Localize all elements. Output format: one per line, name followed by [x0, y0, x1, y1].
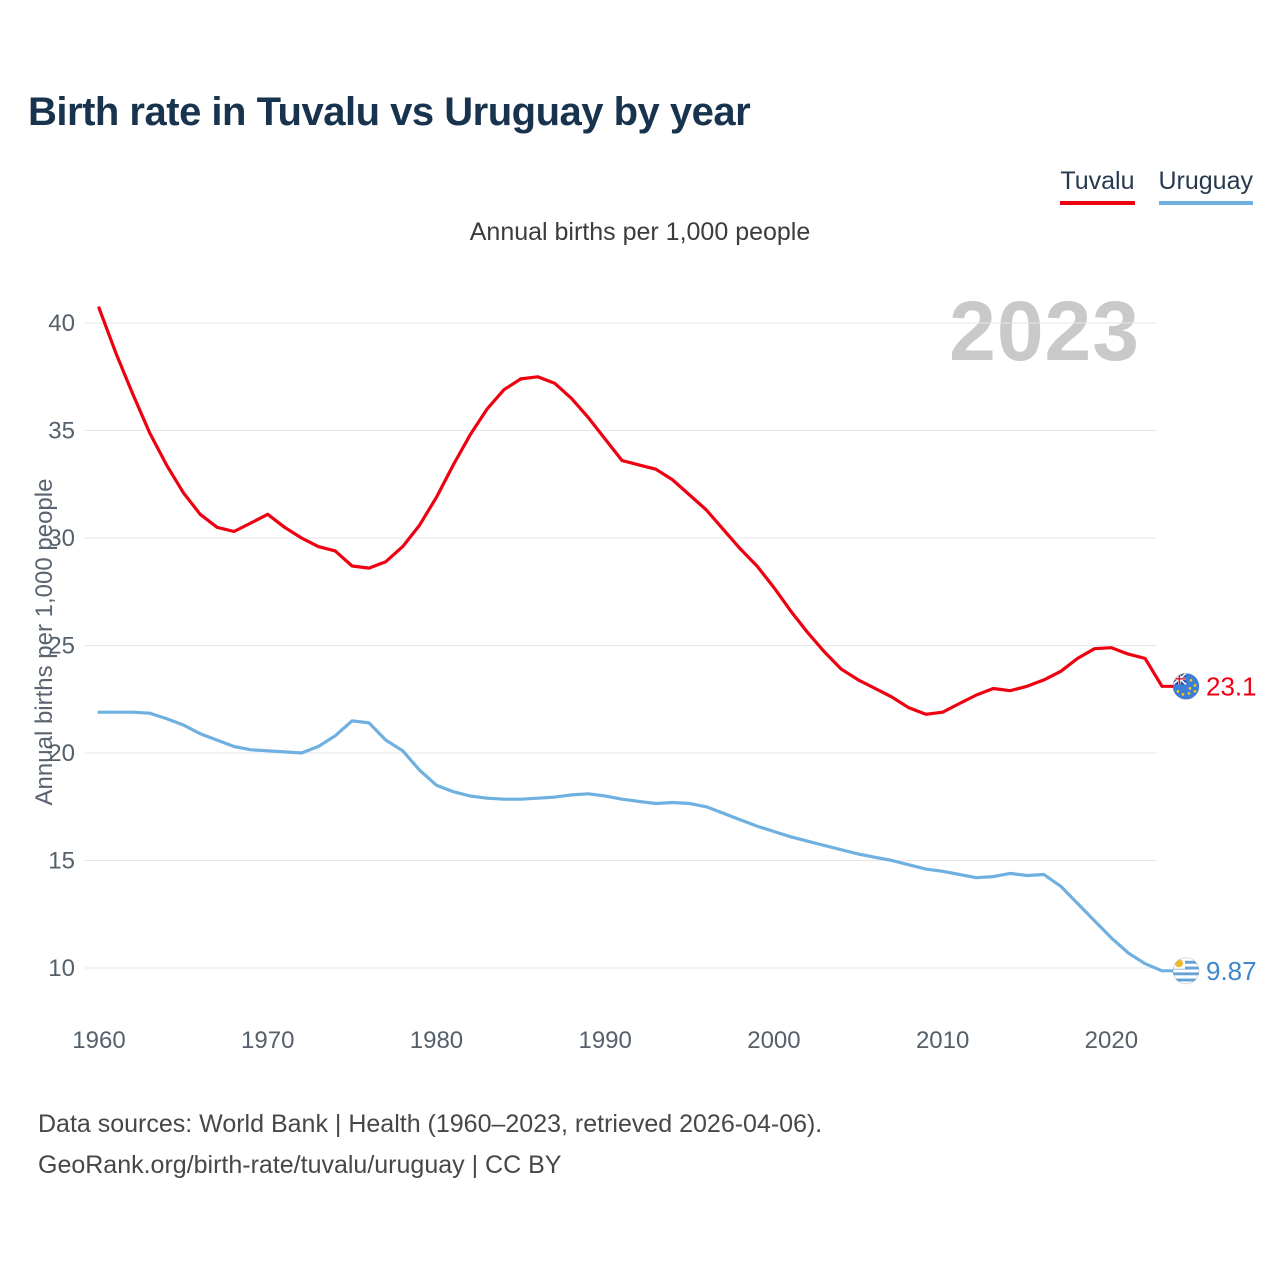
svg-text:9.87: 9.87 [1206, 956, 1257, 986]
data-sources-line: Data sources: World Bank | Health (1960–… [38, 1110, 823, 1138]
svg-text:25: 25 [48, 633, 75, 660]
svg-text:30: 30 [48, 525, 75, 552]
svg-text:1980: 1980 [410, 1027, 463, 1054]
svg-text:1990: 1990 [578, 1027, 631, 1054]
svg-text:40: 40 [48, 310, 75, 337]
uruguay-flag-icon [1173, 957, 1199, 984]
svg-text:20: 20 [48, 740, 75, 767]
legend-item-tuvalu[interactable]: Tuvalu [1060, 167, 1135, 205]
svg-text:15: 15 [48, 848, 75, 875]
svg-text:23.1: 23.1 [1206, 671, 1257, 701]
svg-text:2000: 2000 [747, 1027, 800, 1054]
svg-text:1960: 1960 [72, 1027, 125, 1054]
svg-text:10: 10 [48, 955, 75, 982]
attribution-line: GeoRank.org/birth-rate/tuvalu/uruguay | … [38, 1151, 562, 1179]
legend: Tuvalu Uruguay [1060, 167, 1253, 205]
chart-subtitle: Annual births per 1,000 people [469, 218, 811, 246]
svg-text:2010: 2010 [916, 1027, 969, 1054]
svg-text:1970: 1970 [241, 1027, 294, 1054]
svg-text:35: 35 [48, 418, 75, 445]
page-title: Birth rate in Tuvalu vs Uruguay by year [28, 90, 751, 134]
svg-text:2020: 2020 [1085, 1027, 1138, 1054]
legend-item-uruguay[interactable]: Uruguay [1158, 167, 1253, 205]
footer: Data sources: World Bank | Health (1960–… [38, 1104, 822, 1186]
watermark-year: 2023 [949, 284, 1140, 378]
